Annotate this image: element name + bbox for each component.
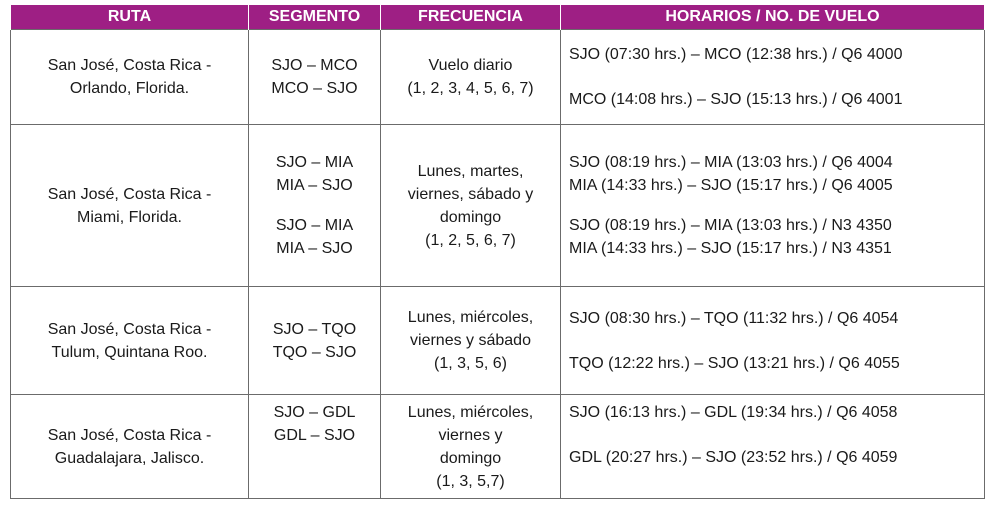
segment-line: MCO – SJO bbox=[271, 80, 358, 97]
schedule-line: SJO (08:19 hrs.) – MIA (13:03 hrs.) / Q6… bbox=[569, 154, 893, 171]
route-line: Guadalajara, Jalisco. bbox=[54, 449, 205, 467]
schedule-cell: SJO (07:30 hrs.) – MCO (12:38 hrs.) / Q6… bbox=[560, 29, 985, 125]
segment-line: TQO – SJO bbox=[272, 343, 357, 361]
schedule-line: MIA (14:33 hrs.) – SJO (15:17 hrs.) / Q6… bbox=[569, 177, 893, 194]
frequency-line: domingo bbox=[439, 208, 502, 226]
frequency-cell: Lunes, miércoles, viernes y sábado (1, 3… bbox=[380, 286, 561, 395]
segment-line: MIA – SJO bbox=[276, 240, 353, 257]
schedule-line: TQO (12:22 hrs.) – SJO (13:21 hrs.) / Q6… bbox=[569, 354, 900, 372]
route-cell: San José, Costa Rica - Orlando, Florida. bbox=[10, 29, 249, 125]
frequency-line: Lunes, miércoles, bbox=[407, 403, 534, 421]
segment-line: SJO – TQO bbox=[272, 320, 357, 338]
frequency-cell: Lunes, miércoles, viernes y domingo (1, … bbox=[380, 394, 561, 499]
table-row: San José, Costa Rica - Tulum, Quintana R… bbox=[10, 286, 985, 395]
segment-cell: SJO – MCO MCO – SJO bbox=[248, 29, 381, 125]
route-line: Tulum, Quintana Roo. bbox=[51, 343, 208, 361]
table-row: San José, Costa Rica - Orlando, Florida.… bbox=[10, 29, 985, 125]
frequency-line: (1, 2, 5, 6, 7) bbox=[425, 231, 516, 249]
frequency-line: (1, 3, 5,7) bbox=[436, 472, 505, 490]
header-segmento: SEGMENTO bbox=[248, 5, 381, 30]
schedule-line: SJO (08:19 hrs.) – MIA (13:03 hrs.) / N3… bbox=[569, 217, 892, 234]
segment-line: SJO – MCO bbox=[271, 57, 358, 74]
frequency-line: (1, 3, 5, 6) bbox=[434, 355, 507, 372]
frequency-line: Lunes, miércoles, bbox=[407, 309, 534, 326]
frequency-line: domingo bbox=[439, 449, 502, 467]
segment-line: SJO – MIA bbox=[275, 154, 354, 171]
schedule-line: MIA (14:33 hrs.) – SJO (15:17 hrs.) / N3… bbox=[569, 240, 892, 257]
segment-cell: SJO – MIA MIA – SJO SJO – MIA MIA – SJO bbox=[248, 124, 381, 287]
segment-line: GDL – SJO bbox=[273, 427, 356, 444]
schedule-line: SJO (08:30 hrs.) – TQO (11:32 hrs.) / Q6… bbox=[569, 309, 899, 327]
table-row: San José, Costa Rica - Guadalajara, Jali… bbox=[10, 394, 985, 499]
frequency-line: viernes y sábado bbox=[410, 332, 531, 349]
route-line: San José, Costa Rica - bbox=[47, 57, 212, 74]
route-cell: San José, Costa Rica - Guadalajara, Jali… bbox=[10, 394, 249, 499]
header-frecuencia: FRECUENCIA bbox=[380, 5, 561, 30]
frequency-line: (1, 2, 3, 4, 5, 6, 7) bbox=[407, 80, 534, 97]
frequency-line: viernes y bbox=[438, 426, 503, 444]
route-line: San José, Costa Rica - bbox=[47, 185, 212, 203]
schedule-line: SJO (07:30 hrs.) – MCO (12:38 hrs.) / Q6… bbox=[569, 46, 903, 63]
route-cell: San José, Costa Rica - Miami, Florida. bbox=[10, 124, 249, 287]
frequency-line: Vuelo diario bbox=[428, 57, 513, 74]
segment-line: MIA – SJO bbox=[276, 177, 353, 194]
header-row: RUTA SEGMENTO FRECUENCIA HORARIOS / NO. … bbox=[10, 5, 985, 30]
schedule-cell: SJO (08:30 hrs.) – TQO (11:32 hrs.) / Q6… bbox=[560, 286, 985, 395]
segment-line: SJO – GDL bbox=[273, 404, 356, 421]
flight-schedule-table: RUTA SEGMENTO FRECUENCIA HORARIOS / NO. … bbox=[10, 5, 985, 499]
schedule-line: GDL (20:27 hrs.) – SJO (23:52 hrs.) / Q6… bbox=[569, 449, 898, 466]
schedule-line: SJO (16:13 hrs.) – GDL (19:34 hrs.) / Q6… bbox=[569, 404, 898, 421]
header-ruta: RUTA bbox=[10, 5, 249, 30]
frequency-line: Lunes, martes, bbox=[417, 162, 524, 180]
route-cell: San José, Costa Rica - Tulum, Quintana R… bbox=[10, 286, 249, 395]
route-line: San José, Costa Rica - bbox=[47, 426, 212, 444]
route-line: San José, Costa Rica - bbox=[47, 320, 212, 338]
header-horarios: HORARIOS / NO. DE VUELO bbox=[560, 5, 985, 30]
schedule-cell: SJO (16:13 hrs.) – GDL (19:34 hrs.) / Q6… bbox=[560, 394, 985, 499]
frequency-cell: Vuelo diario (1, 2, 3, 4, 5, 6, 7) bbox=[380, 29, 561, 125]
table-row: San José, Costa Rica - Miami, Florida. S… bbox=[10, 124, 985, 287]
schedule-cell: SJO (08:19 hrs.) – MIA (13:03 hrs.) / Q6… bbox=[560, 124, 985, 287]
route-line: Orlando, Florida. bbox=[69, 80, 190, 97]
segment-cell: SJO – TQO TQO – SJO bbox=[248, 286, 381, 395]
segment-line: SJO – MIA bbox=[275, 217, 354, 234]
schedule-line: MCO (14:08 hrs.) – SJO (15:13 hrs.) / Q6… bbox=[569, 91, 903, 108]
frequency-line: viernes, sábado y bbox=[407, 185, 534, 203]
flight-schedule-table-wrapper: RUTA SEGMENTO FRECUENCIA HORARIOS / NO. … bbox=[10, 5, 985, 499]
frequency-cell: Lunes, martes, viernes, sábado y domingo… bbox=[380, 124, 561, 287]
segment-cell: SJO – GDL GDL – SJO bbox=[248, 394, 381, 499]
route-line: Miami, Florida. bbox=[77, 208, 182, 226]
